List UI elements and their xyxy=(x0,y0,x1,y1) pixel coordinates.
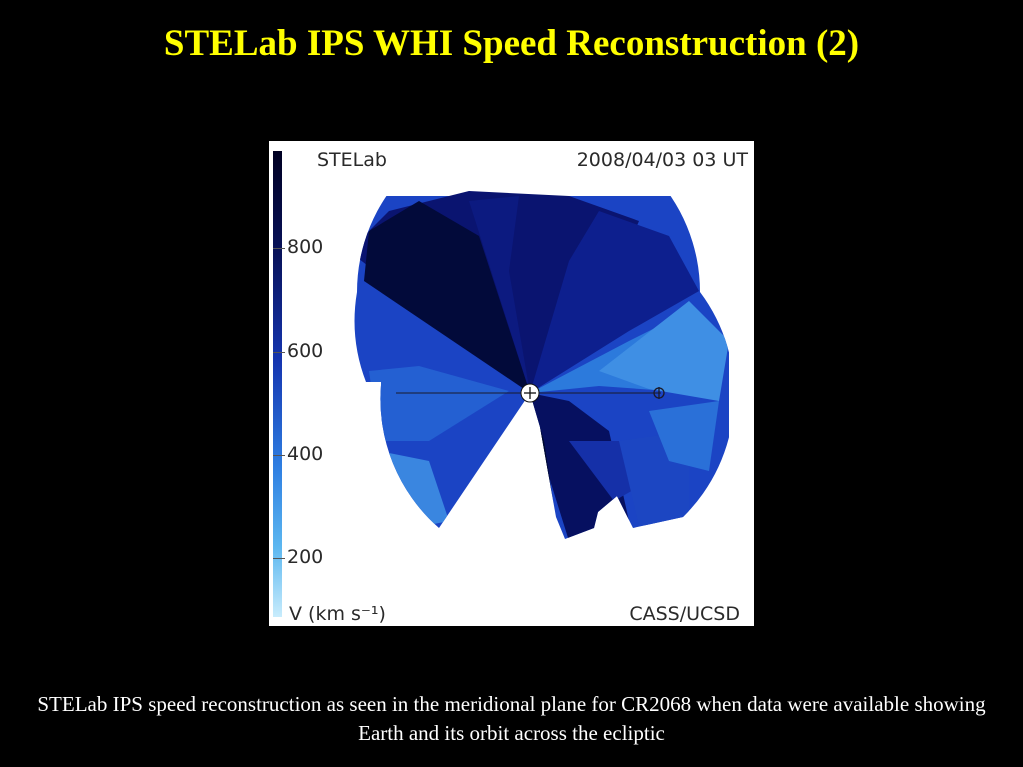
reconstruction-plot xyxy=(273,151,729,617)
earth-marker-icon xyxy=(653,387,665,399)
colorbar-unit-label: V (km s⁻¹) xyxy=(289,603,386,625)
colorbar-tick: 600 xyxy=(272,340,324,362)
colorbar xyxy=(273,151,282,617)
slide-caption: STELab IPS speed reconstruction as seen … xyxy=(37,692,986,745)
date-label: 2008/04/03 03 UT xyxy=(576,149,748,171)
credit-label: CASS/UCSD xyxy=(629,603,740,625)
source-label: STELab xyxy=(317,149,387,171)
speed-map xyxy=(354,191,729,540)
colorbar-tick: 200 xyxy=(272,546,324,568)
colorbar-tick: 400 xyxy=(272,443,324,465)
speed-reconstruction-figure: STELab 2008/04/03 03 UT 800 600 400 200 … xyxy=(269,141,754,626)
slide-title: STELab IPS WHI Speed Reconstruction (2) xyxy=(163,23,860,64)
colorbar-tick: 800 xyxy=(272,236,324,258)
sun-marker-icon xyxy=(520,383,540,403)
